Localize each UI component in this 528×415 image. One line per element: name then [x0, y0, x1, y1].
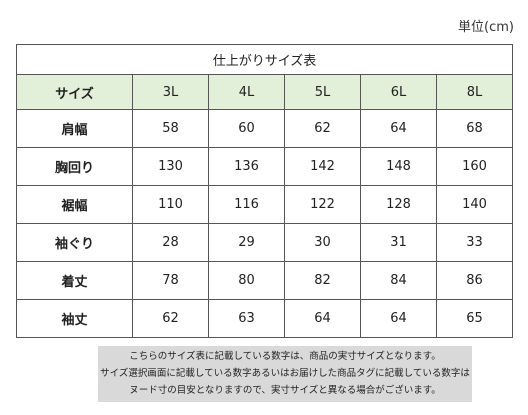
table-cell: 116 — [208, 185, 285, 224]
table-cell: 64 — [360, 299, 437, 338]
table-cell: 140 — [436, 185, 513, 224]
table-cell: 122 — [284, 185, 361, 224]
table-row-armhole: 袖ぐり 28 29 30 31 33 — [16, 223, 513, 262]
table-header-row: サイズ 3L 4L 5L 6L 8L — [16, 74, 513, 110]
table-cell: 31 — [360, 223, 437, 262]
table-row-chest: 胸回り 130 136 142 148 160 — [16, 147, 513, 186]
table-cell: 64 — [284, 299, 361, 338]
table-title-row: 仕上がりサイズ表 — [16, 44, 513, 75]
table-cell: 58 — [132, 109, 209, 148]
row-label: 袖丈 — [16, 299, 133, 338]
header-size-4l: 4L — [208, 74, 285, 110]
table-cell: 84 — [360, 261, 437, 300]
table-cell: 64 — [360, 109, 437, 148]
row-label: 胸回り — [16, 147, 133, 186]
table-cell: 142 — [284, 147, 361, 186]
table-row-shoulder-width: 肩幅 58 60 62 64 68 — [16, 109, 513, 148]
table-cell: 30 — [284, 223, 361, 262]
header-size-3l: 3L — [132, 74, 209, 110]
table-cell: 136 — [208, 147, 285, 186]
row-label: 着丈 — [16, 261, 133, 300]
table-cell: 62 — [132, 299, 209, 338]
header-size-8l: 8L — [436, 74, 513, 110]
table-cell: 128 — [360, 185, 437, 224]
row-label: 裾幅 — [16, 185, 133, 224]
table-cell: 78 — [132, 261, 209, 300]
note-line: サイズ選択画面に記載している数字あるいはお届けした商品タグに記載している数字は — [100, 368, 470, 379]
header-size-label: サイズ — [16, 74, 133, 110]
table-cell: 60 — [208, 109, 285, 148]
table-cell: 33 — [436, 223, 513, 262]
table-row-length: 着丈 78 80 82 84 86 — [16, 261, 513, 300]
header-size-5l: 5L — [284, 74, 361, 110]
table-cell: 65 — [436, 299, 513, 338]
table-cell: 148 — [360, 147, 437, 186]
table-cell: 130 — [132, 147, 209, 186]
table-cell: 82 — [284, 261, 361, 300]
table-cell: 160 — [436, 147, 513, 186]
table-cell: 63 — [208, 299, 285, 338]
row-label: 肩幅 — [16, 109, 133, 148]
table-title: 仕上がりサイズ表 — [16, 44, 513, 75]
table-cell: 29 — [208, 223, 285, 262]
note-line: ヌード寸の目安となりますので、実寸サイズと異なる場合がございます。 — [129, 385, 441, 396]
header-size-6l: 6L — [360, 74, 437, 110]
table-cell: 86 — [436, 261, 513, 300]
note-line: こちらのサイズ表に記載している数字は、商品の実寸サイズとなります。 — [129, 351, 441, 362]
size-chart-table: 仕上がりサイズ表 サイズ 3L 4L 5L 6L 8L 肩幅 58 60 62 … — [16, 44, 513, 338]
size-note-box: こちらのサイズ表に記載している数字は、商品の実寸サイズとなります。 サイズ選択画… — [98, 346, 472, 402]
table-cell: 110 — [132, 185, 209, 224]
table-cell: 62 — [284, 109, 361, 148]
row-label: 袖ぐり — [16, 223, 133, 262]
table-cell: 68 — [436, 109, 513, 148]
table-cell: 28 — [132, 223, 209, 262]
table-cell: 80 — [208, 261, 285, 300]
table-row-hem-width: 裾幅 110 116 122 128 140 — [16, 185, 513, 224]
table-row-sleeve-length: 袖丈 62 63 64 64 65 — [16, 299, 513, 338]
unit-label: 単位(cm) — [458, 20, 514, 35]
